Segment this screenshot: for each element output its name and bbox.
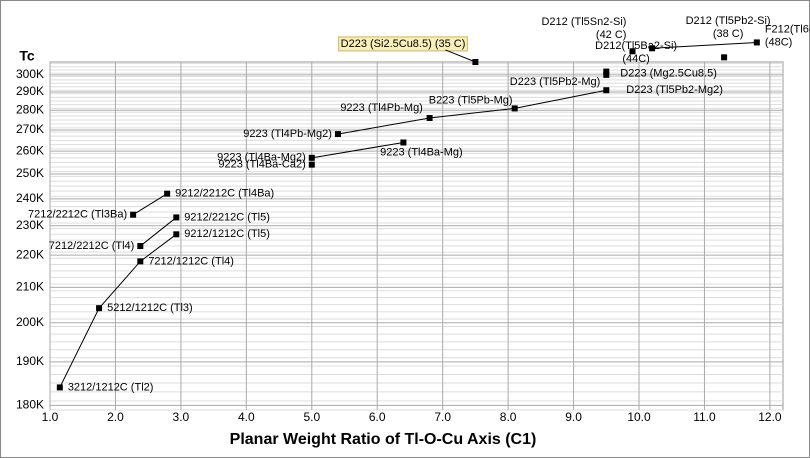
x-tick-label: 9.0: [565, 410, 582, 424]
y-tick-label: 300K: [16, 67, 44, 81]
y-tick-label: 180K: [16, 398, 44, 412]
data-point: [130, 211, 137, 218]
y-tick-label: 280K: [16, 102, 44, 116]
x-tick-label: 8.0: [500, 410, 517, 424]
x-tick-label: 10.0: [627, 410, 651, 424]
point-label: 9223 (Tl4Ba-Mg): [380, 146, 463, 158]
label-leader: [445, 49, 476, 63]
x-axis-label: Planar Weight Ratio of Tl-O-Cu Axis (C1): [230, 431, 537, 448]
point-label: D223 (Tl5Pb2-Mg2): [626, 84, 723, 96]
x-tick-label: 12.0: [758, 410, 782, 424]
point-label: D223 (Si2.5Cu8.5) (35 C): [341, 38, 466, 50]
series-line: [132, 193, 168, 216]
y-tick-label: 230K: [16, 218, 44, 232]
series-line: [311, 141, 404, 159]
x-tick-label: 4.0: [238, 410, 255, 424]
data-point: [164, 190, 171, 197]
point-label: (42 C): [596, 29, 627, 41]
y-axis-label: Tc: [19, 48, 35, 64]
data-point: [96, 305, 103, 312]
y-tick-label: 260K: [16, 143, 44, 157]
point-label: 7212/1212C (Tl4): [148, 255, 234, 267]
point-label: (44C): [622, 53, 650, 65]
data-point: [603, 87, 610, 94]
y-tick-label: 290K: [16, 84, 44, 98]
data-point: [308, 154, 315, 161]
point-label: 3212/1212C (Tl2): [68, 381, 154, 393]
y-tick-label: 200K: [16, 315, 44, 329]
y-tick-label: 240K: [16, 191, 44, 205]
point-label: 9223 (Tl4Ba-Mg2): [217, 152, 306, 164]
point-label: (48C): [765, 36, 793, 48]
x-tick-label: 1.0: [42, 410, 59, 424]
data-point: [334, 131, 341, 138]
x-tick-label: 6.0: [369, 410, 386, 424]
point-label: B223 (Tl5Pb-Mg): [429, 94, 513, 106]
point-label: D212 (Tl5Sn2-Si): [541, 16, 626, 28]
x-tick-label: 2.0: [107, 410, 124, 424]
point-label: D223 (Mg2.5Cu8.5): [620, 67, 717, 79]
point-label: 9223 (Tl4Ba-Ca2): [218, 159, 305, 171]
data-point: [511, 105, 518, 112]
label-highlight: [338, 36, 468, 52]
y-tick-label: 250K: [16, 166, 44, 180]
point-label: 9212/2212C (Tl4Ba): [175, 188, 274, 200]
point-label: (38 C): [713, 28, 744, 40]
data-point: [56, 384, 63, 391]
point-label: D212 (Tl5Pb2-Si): [686, 15, 771, 27]
x-tick-label: 11.0: [693, 410, 716, 424]
data-point: [137, 258, 144, 265]
data-point: [603, 68, 610, 75]
y-tick-label: 270K: [16, 122, 44, 136]
data-point: [721, 54, 728, 61]
data-point: [603, 71, 610, 78]
data-point: [753, 39, 760, 46]
point-label: 9223 (Tl4Pb-Mg2): [243, 128, 332, 140]
data-point: [400, 139, 407, 146]
x-tick-label: 7.0: [434, 410, 451, 424]
point-label: D212(Tl5Ba2-Si): [595, 40, 677, 52]
data-point: [649, 45, 656, 52]
point-label: 7212/2212C (Tl3Ba): [28, 209, 127, 221]
data-point: [137, 243, 144, 250]
y-tick-label: 190K: [16, 354, 44, 368]
y-tick-label: 210K: [16, 280, 44, 294]
series-line: [337, 89, 607, 135]
series-line: [652, 41, 757, 49]
data-point: [173, 214, 180, 221]
point-label: 5212/1212C (Tl3): [107, 302, 193, 314]
series-line: [140, 217, 177, 247]
point-label: D223 (Tl5Pb2-Mg): [510, 76, 600, 88]
data-point: [308, 161, 315, 168]
point-label: F212(Tl6Ba2-Si): [765, 23, 810, 35]
x-tick-label: 5.0: [303, 410, 320, 424]
data-point: [173, 231, 180, 238]
point-label: 7212/2212C (Tl4): [49, 240, 135, 252]
data-point: [426, 114, 433, 121]
point-label: 9223 (Tl4Pb-Mg): [340, 102, 423, 114]
data-point: [629, 48, 636, 55]
y-tick-label: 220K: [16, 247, 44, 261]
series-line: [59, 233, 177, 388]
x-tick-label: 3.0: [173, 410, 190, 424]
point-label: 9212/1212C (Tl5): [184, 228, 270, 240]
point-label: 9212/2212C (Tl5): [184, 211, 270, 223]
